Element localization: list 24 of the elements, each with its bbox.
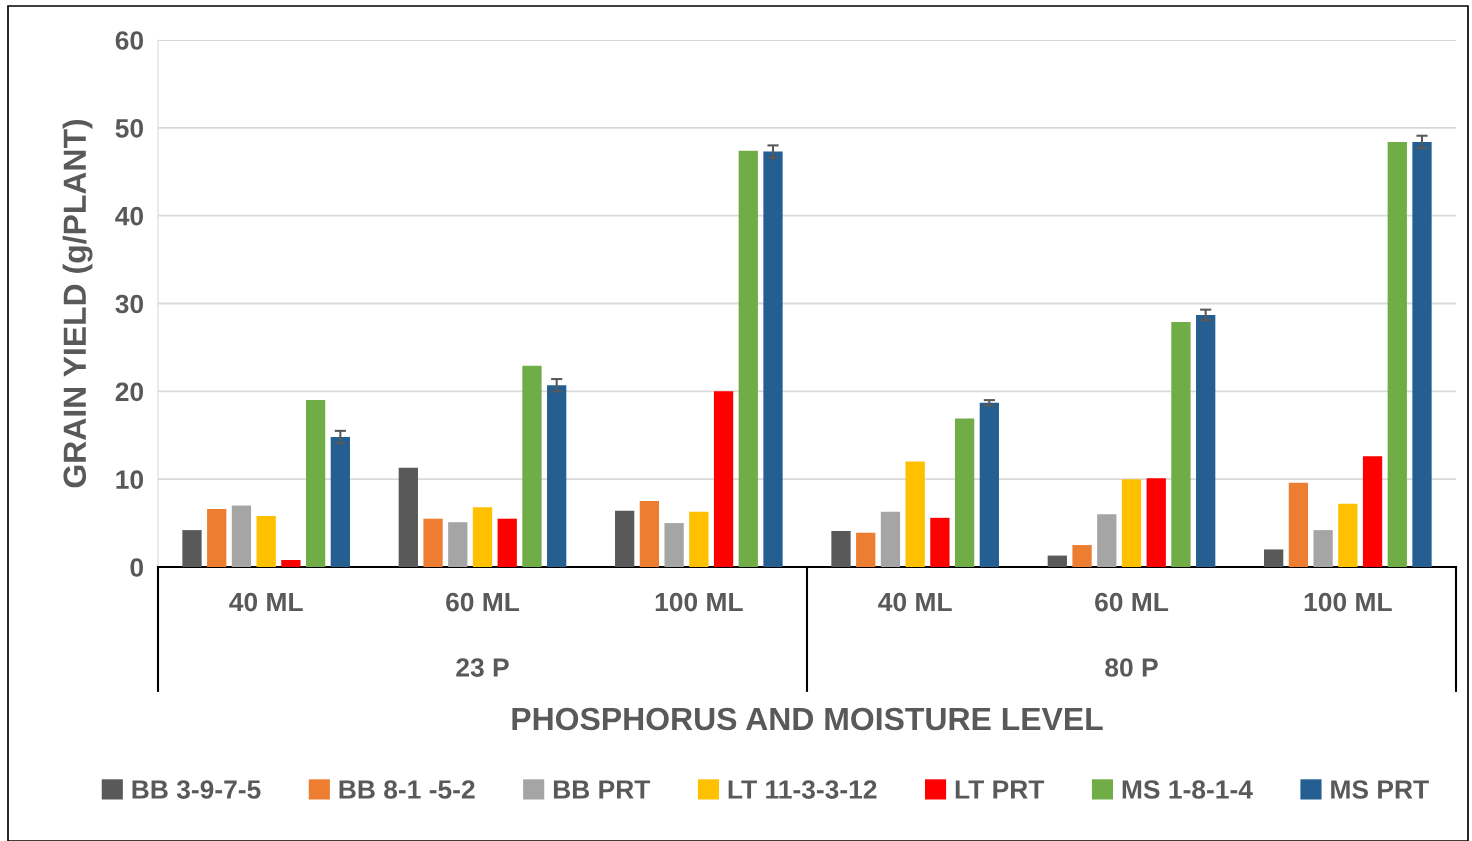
text: 23 P	[456, 658, 509, 677]
legend-label: MS PRT	[1331, 780, 1429, 799]
legend-label: BB 3-9-7-5	[132, 780, 261, 799]
x-tick-label: 100 ML	[655, 592, 743, 612]
legend-label: BB PRT	[553, 780, 651, 799]
y-axis-title: GRAIN YIELD (g/PLANT)	[62, 119, 93, 488]
legend-label: MS 1-8-1-4	[1122, 780, 1253, 799]
y-tick-label: 40	[115, 206, 144, 226]
legend-label: LT PRT	[955, 780, 1045, 799]
y-tick-label: 20	[115, 382, 144, 402]
legend-label: LT 11-3-3-12	[728, 780, 877, 799]
x-axis-title: PHOSPHORUS AND MOISTURE LEVEL	[512, 707, 1103, 731]
legend-label: BB 8-1 -5-2	[339, 780, 475, 799]
y-tick-label: 10	[116, 470, 144, 489]
x-tick-label: 100 ML	[1304, 592, 1392, 612]
x-tick-label: 40 ML	[229, 592, 303, 612]
y-tick-label: 0	[130, 558, 144, 577]
x-tick-label: 40 ML	[878, 592, 952, 612]
y-tick-label: 30	[115, 294, 144, 314]
y-tick-label: 60	[115, 31, 144, 50]
x-tick-label: 60 ML	[1095, 592, 1169, 612]
x-tick-label: 60 ML	[446, 592, 520, 612]
y-tick-label: 50	[115, 118, 144, 138]
text: 80 P	[1105, 658, 1158, 677]
